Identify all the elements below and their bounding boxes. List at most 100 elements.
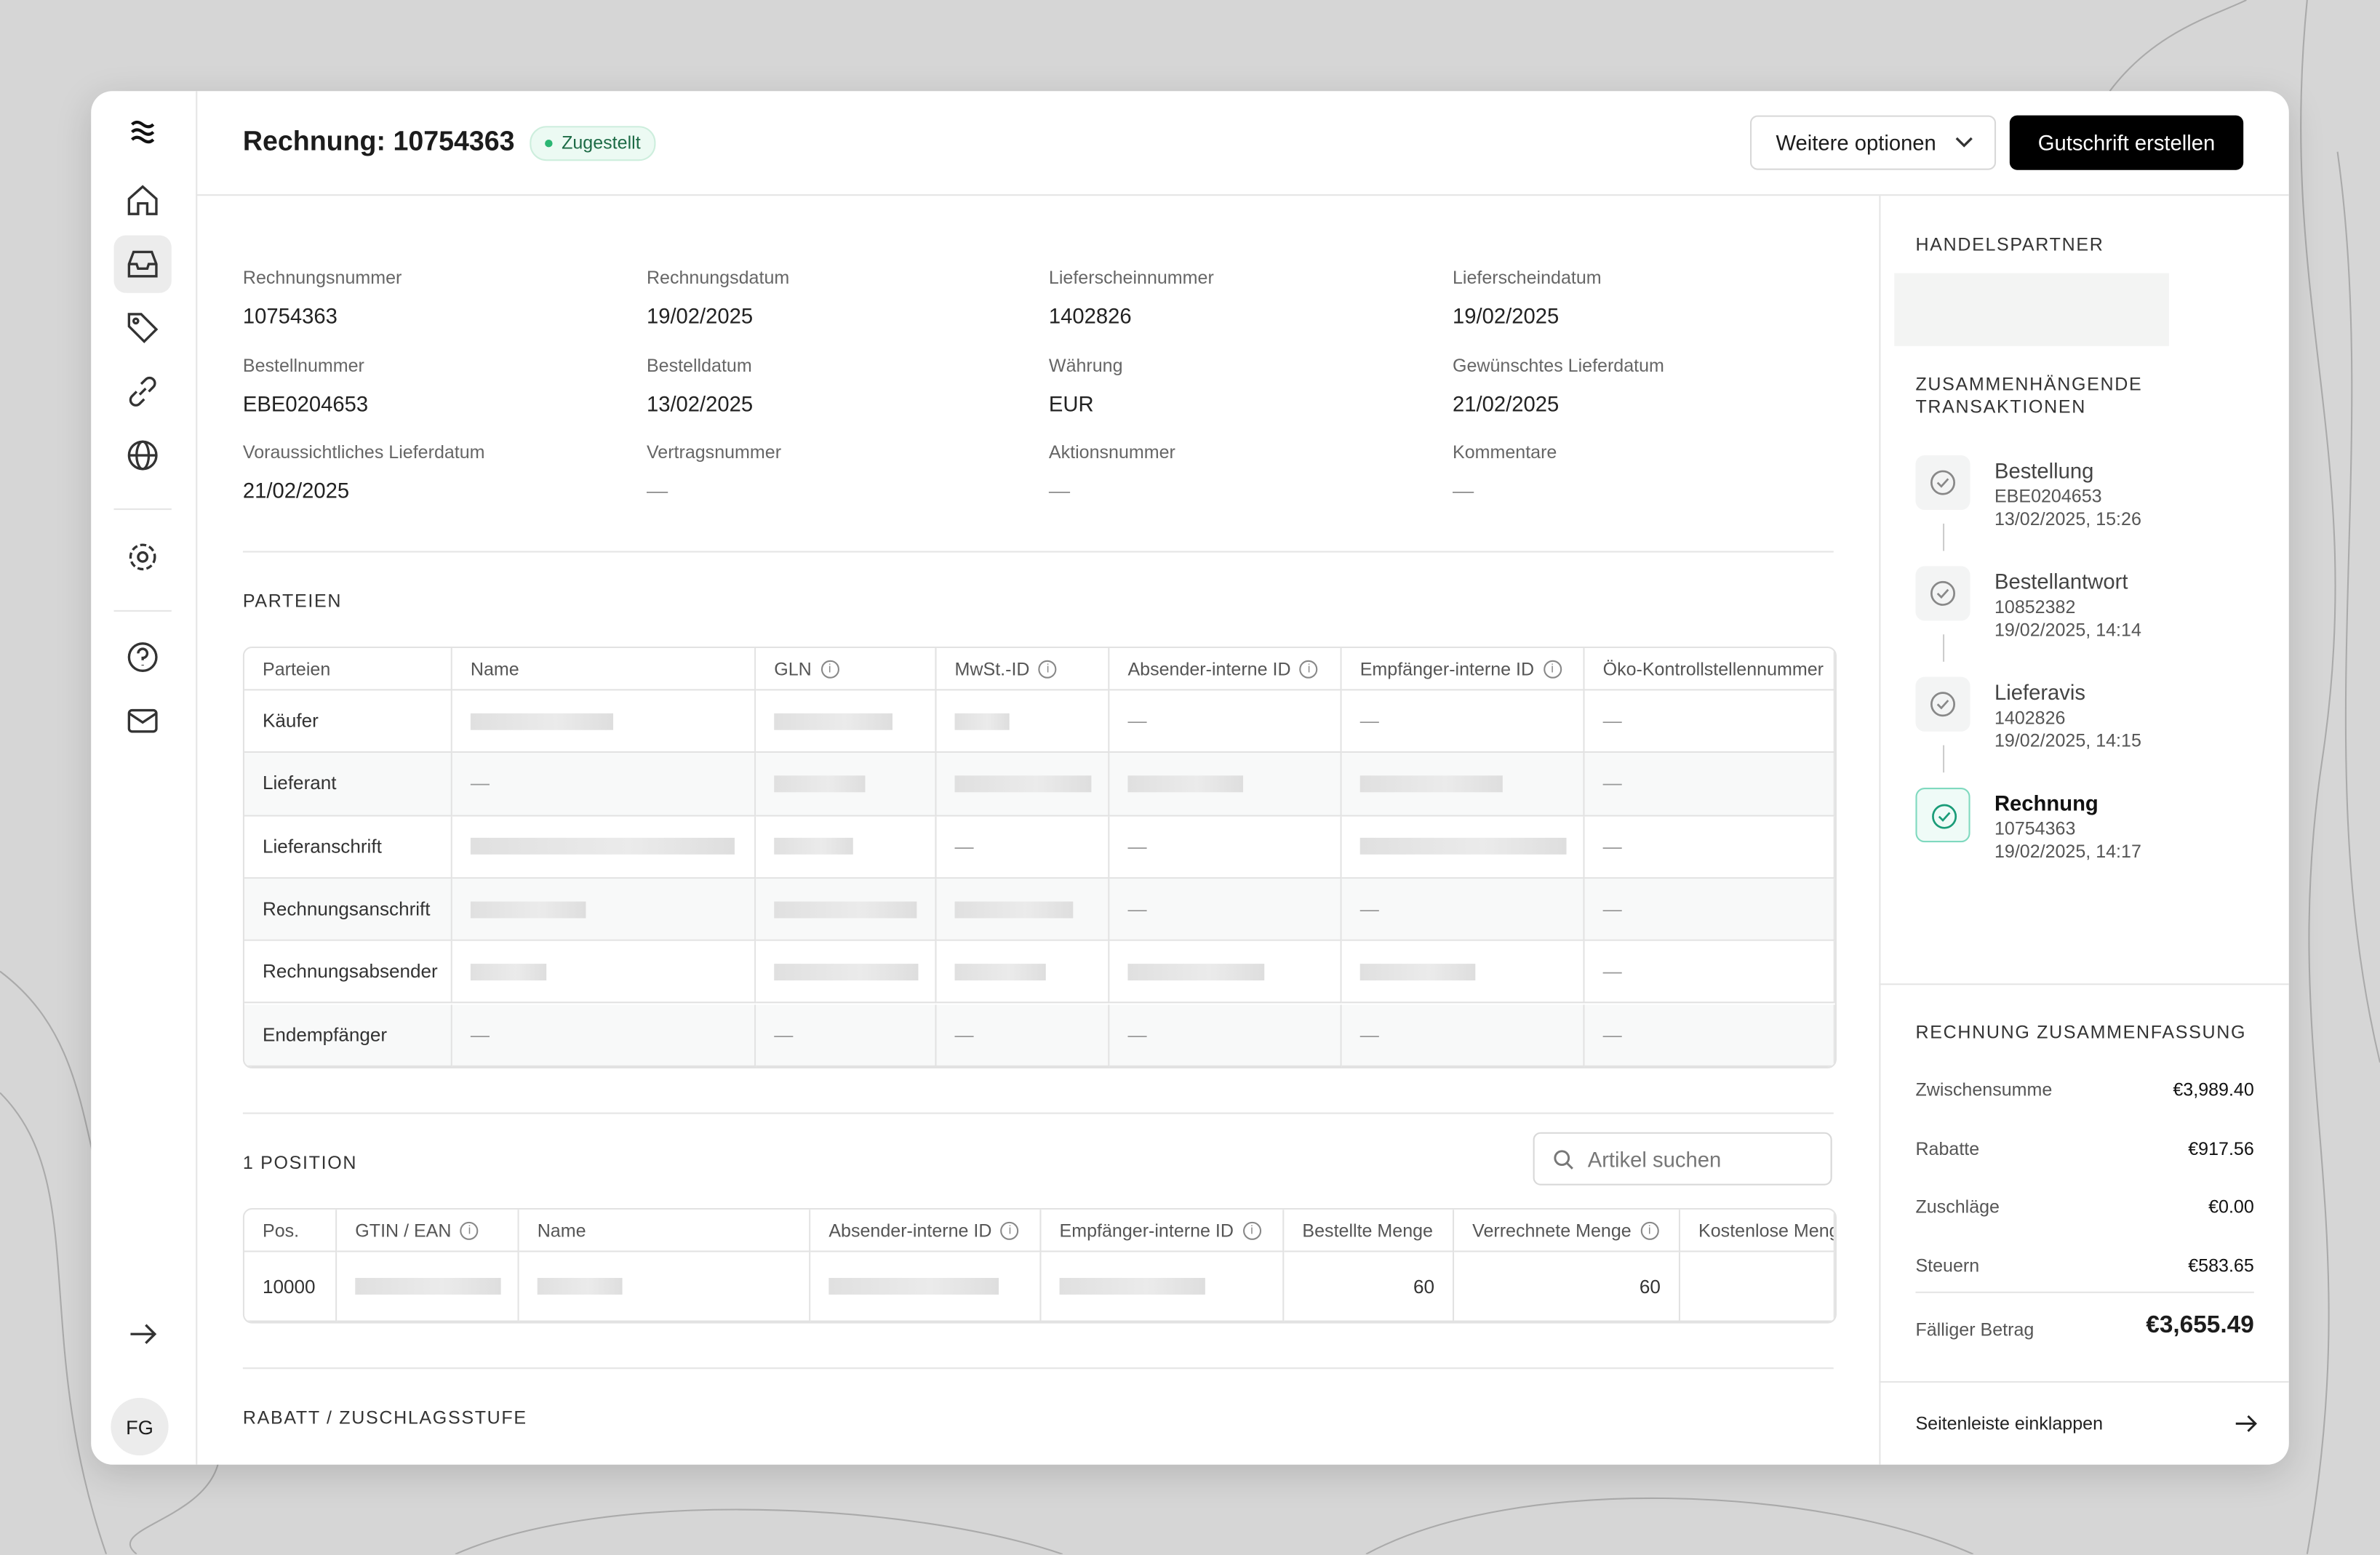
transaction-name[interactable]: Lieferavis — [1994, 679, 2086, 705]
table-cell: — — [1584, 941, 1835, 1004]
cell-text: Käufer — [263, 710, 319, 732]
tag-icon[interactable] — [126, 311, 159, 345]
status-text: Zugestellt — [562, 132, 641, 153]
table-cell: — — [1109, 690, 1342, 753]
transaction-name[interactable]: Rechnung — [1994, 791, 2099, 815]
info-icon[interactable]: i — [460, 1220, 479, 1239]
link-icon[interactable] — [126, 375, 159, 408]
transaction-name[interactable]: Bestellantwort — [1994, 569, 2128, 593]
field-label: Währung — [1048, 354, 1123, 376]
redacted-value — [954, 963, 1046, 980]
cell-text: Rechnungsabsender — [263, 961, 438, 983]
cell-text: Endempfänger — [263, 1023, 388, 1046]
table-cell: 60 — [1284, 1252, 1455, 1322]
cell-text: — — [470, 773, 490, 795]
search-placeholder: Artikel suchen — [1587, 1147, 1722, 1172]
transaction-name[interactable]: Bestellung — [1994, 458, 2094, 483]
field-label: Kommentare — [1453, 441, 1557, 463]
cell-text: — — [1127, 898, 1147, 920]
info-icon[interactable]: i — [1000, 1220, 1020, 1239]
cell-text: — — [1359, 710, 1379, 732]
home-icon[interactable] — [126, 183, 159, 217]
column-header: Verrechnete Menge i — [1454, 1210, 1681, 1252]
transaction-icon — [1915, 676, 1970, 732]
table-cell: — — [1341, 878, 1585, 942]
search-icon — [1554, 1150, 1573, 1170]
table-cell — [452, 878, 756, 942]
column-header-text: Name — [537, 1219, 586, 1241]
field-value: 19/02/2025 — [1453, 303, 1560, 328]
transaction-date: 19/02/2025, 14:14 — [1994, 619, 2141, 641]
cell-text: — — [954, 1023, 974, 1046]
table-cell: — — [1584, 690, 1835, 753]
logo[interactable] — [129, 120, 156, 144]
cell-text: 10000 — [263, 1275, 316, 1298]
primary-button[interactable]: Gutschrift erstellen — [2009, 115, 2244, 170]
redacted-value — [774, 775, 866, 793]
table-cell — [519, 1252, 811, 1322]
settings-icon[interactable] — [126, 540, 159, 574]
redacted-value — [537, 1278, 623, 1295]
help-icon[interactable] — [126, 641, 159, 674]
column-header-text: Empfänger-interne ID — [1359, 657, 1535, 679]
table-cell — [810, 1252, 1042, 1322]
column-header-text: Kostenlose Menge — [1698, 1219, 1835, 1241]
info-icon[interactable]: i — [1300, 659, 1319, 678]
transaction-id: 10852382 — [1994, 596, 2076, 618]
summary-value: €0.00 — [2208, 1196, 2254, 1218]
transactions-title: ZUSAMMENHÄNGENDE TRANSAKTIONEN — [1915, 373, 2143, 417]
table-cell: — — [936, 1004, 1110, 1067]
summary-title: RECHNUNG ZUSAMMENFASSUNG — [1915, 1021, 2247, 1043]
redacted-value — [774, 713, 892, 729]
info-icon[interactable]: i — [1039, 659, 1058, 678]
expand-icon[interactable] — [126, 1317, 159, 1351]
discount-title: RABATT / ZUSCHLAGSSTUFE — [242, 1407, 527, 1428]
table-cell: 10000 — [244, 1252, 338, 1322]
info-icon[interactable]: i — [1543, 659, 1562, 678]
cell-text: — — [1359, 898, 1379, 920]
nav-rail: FG — [91, 91, 198, 1465]
redacted-value — [1359, 963, 1476, 980]
avatar[interactable]: FG — [111, 1397, 169, 1456]
panel-divider — [1879, 983, 2289, 986]
more-options-button[interactable]: Weitere optionen — [1749, 115, 1997, 170]
collapse-link[interactable]: Seitenleiste einklappen — [1915, 1412, 2104, 1434]
column-header: GLN i — [756, 648, 937, 691]
cell-text: — — [1127, 836, 1147, 858]
partner-title: HANDELSPARTNER — [1915, 233, 2104, 255]
info-icon[interactable]: i — [820, 659, 839, 678]
cell-text: — — [1359, 1023, 1379, 1046]
mail-icon[interactable] — [126, 704, 159, 737]
check-icon — [1930, 692, 1956, 717]
cell-text: — — [1127, 710, 1147, 732]
redacted-value — [1359, 838, 1567, 855]
table-cell: — — [1584, 753, 1835, 816]
more-options-label: Weitere optionen — [1776, 130, 1936, 155]
panel-divider — [1879, 1380, 2289, 1383]
transaction-date: 19/02/2025, 14:15 — [1994, 729, 2141, 751]
table-cell: — — [1584, 1004, 1835, 1067]
transaction-date: 13/02/2025, 15:26 — [1994, 508, 2141, 530]
inbox-icon[interactable] — [126, 247, 159, 281]
field-label: Lieferscheindatum — [1453, 267, 1602, 289]
info-icon[interactable]: i — [1640, 1220, 1659, 1239]
cell-text: — — [1602, 773, 1622, 795]
field-value: — — [1453, 478, 1474, 503]
search-box[interactable]: Artikel suchen — [1533, 1132, 1832, 1186]
redacted-value — [774, 900, 917, 918]
transaction-icon — [1915, 788, 1970, 843]
check-icon — [1930, 470, 1956, 495]
info-icon[interactable]: i — [1242, 1220, 1261, 1239]
globe-icon[interactable] — [126, 439, 159, 472]
collapse-arrow[interactable] — [2235, 1413, 2259, 1434]
redacted-value — [828, 1278, 999, 1295]
redacted-value — [355, 1278, 501, 1295]
column-header: Bestellte Menge — [1284, 1210, 1455, 1252]
column-header: MwSt.-ID i — [936, 648, 1110, 691]
nav-divider — [113, 609, 172, 612]
partner-placeholder — [1894, 273, 2169, 346]
table-cell — [1680, 1252, 1835, 1322]
header-divider — [196, 194, 2289, 196]
